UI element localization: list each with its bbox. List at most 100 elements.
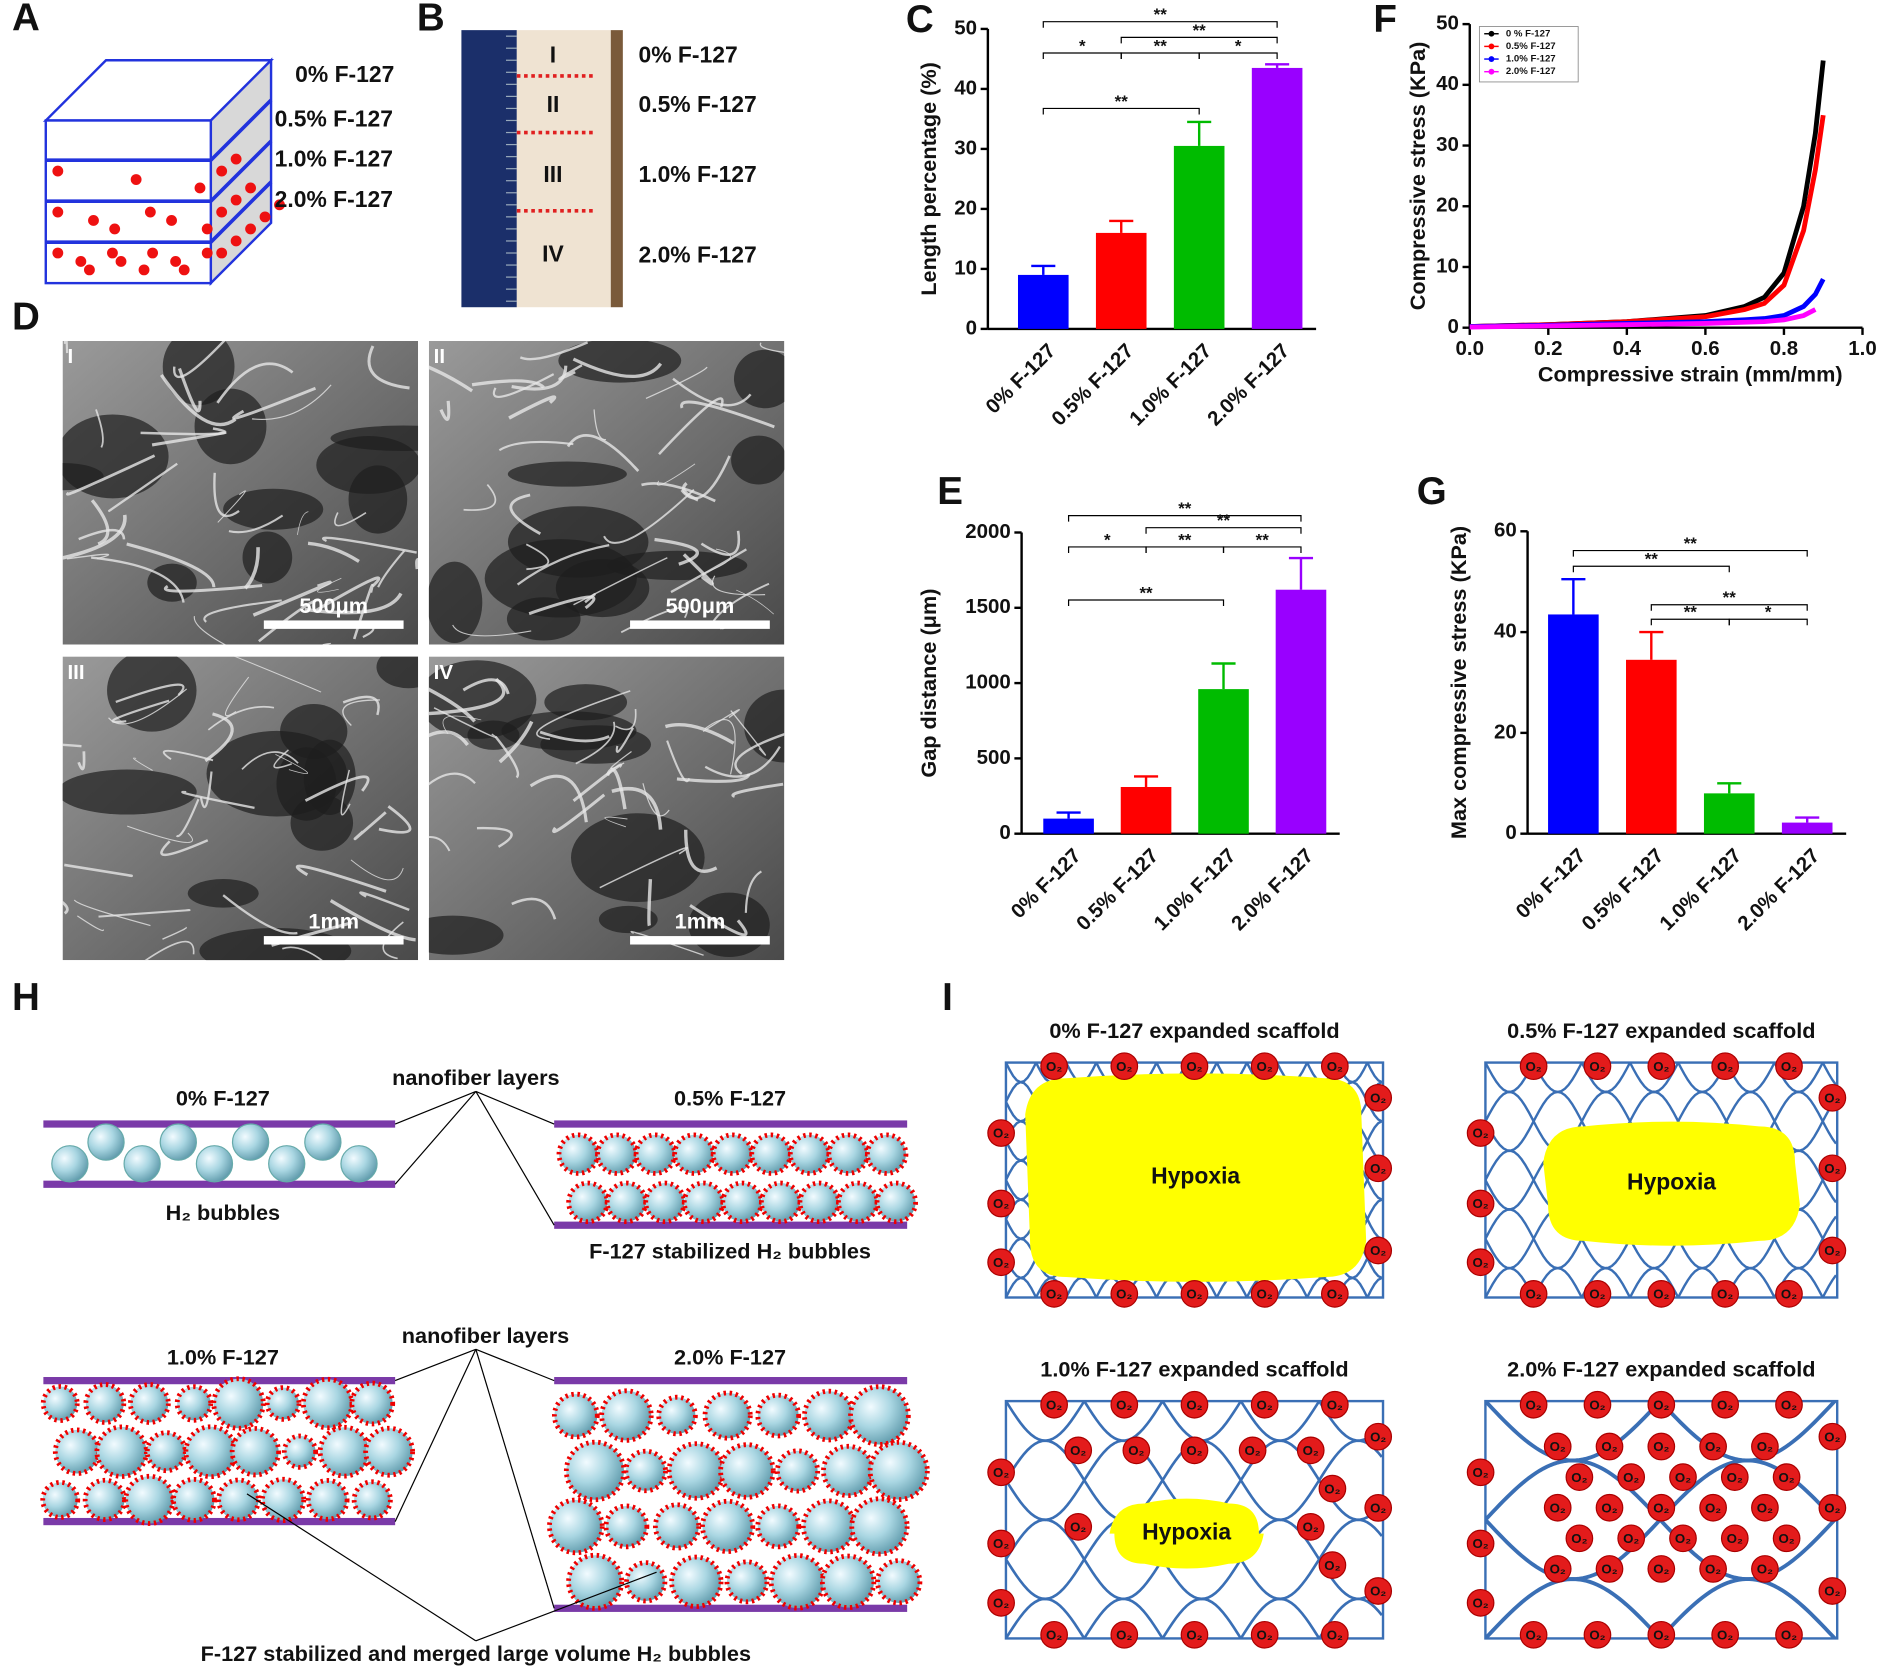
fiber <box>241 751 299 770</box>
mesh-line <box>1485 1062 1837 1094</box>
oxygen-label: O₂ <box>993 1596 1009 1611</box>
fiber <box>642 783 670 817</box>
bar <box>1095 232 1147 329</box>
oxygen-label: O₂ <box>1327 1397 1343 1412</box>
layers-label: nanofiber layers <box>392 1065 559 1090</box>
oxygen-label: O₂ <box>1257 1287 1273 1302</box>
oxygen-label: O₂ <box>1472 1255 1488 1270</box>
oxygen-label: O₂ <box>1046 1397 1062 1412</box>
hypoxia-label: Hypoxia <box>1142 1519 1231 1545</box>
oxygen <box>1543 1493 1572 1522</box>
oxygen <box>1583 1280 1612 1308</box>
bubble <box>159 1123 197 1161</box>
bubble <box>758 1180 803 1225</box>
oxygen <box>1250 1620 1279 1649</box>
caption: F-127 stabilized H₂ bubbles <box>589 1239 871 1264</box>
oxygen-label: O₂ <box>1472 1596 1488 1611</box>
oxygen-label: O₂ <box>1824 1501 1840 1516</box>
oxygen-label: O₂ <box>993 1536 1009 1551</box>
fiber <box>645 366 708 400</box>
oxygen-label: O₂ <box>1324 1558 1340 1573</box>
oxygen <box>1699 1432 1727 1461</box>
oxygen <box>1040 1390 1068 1419</box>
fiber <box>133 757 153 771</box>
fiber <box>641 482 716 503</box>
oxygen-label: O₂ <box>1550 1439 1566 1454</box>
fiber <box>111 699 170 724</box>
scale-bar <box>263 620 404 629</box>
fiber <box>91 556 185 603</box>
oxygen <box>1647 1280 1676 1308</box>
oxygen <box>1751 1493 1779 1522</box>
oxygen-label: O₂ <box>1653 1439 1669 1454</box>
bubble <box>595 1132 639 1176</box>
oxygen-label: O₂ <box>1705 1500 1721 1515</box>
oxygen <box>1296 1512 1325 1541</box>
oxygen <box>1543 1555 1572 1583</box>
oxygen <box>1250 1390 1279 1419</box>
fiber <box>428 687 476 723</box>
oxygen-label: O₂ <box>1757 1500 1773 1515</box>
scaffold-title: 2.0% F-127 expanded scaffold <box>1507 1357 1815 1382</box>
sem-texture <box>62 340 419 645</box>
section-label: I <box>550 42 556 68</box>
scaffold <box>516 30 611 308</box>
oxygen <box>1320 1052 1349 1081</box>
bar <box>1017 274 1069 329</box>
bubble <box>643 1180 687 1225</box>
fiber <box>222 894 298 935</box>
oxygen-label: O₂ <box>1186 1628 1202 1643</box>
oxygen-label: O₂ <box>1653 1397 1669 1412</box>
oxygen <box>1699 1555 1727 1583</box>
layer-label: 2.0% F-127 <box>275 186 393 212</box>
significance-bracket <box>1572 565 1730 573</box>
y-tick-label: 0 <box>966 316 977 339</box>
particle <box>147 247 159 259</box>
particle <box>52 165 64 177</box>
fiber <box>498 720 534 764</box>
scaffold-title: 0.5% F-127 expanded scaffold <box>1507 1018 1815 1043</box>
pore <box>62 414 169 499</box>
bar <box>1703 793 1755 834</box>
fiber <box>630 930 704 956</box>
bubble <box>229 1426 282 1478</box>
oxygen <box>1818 1236 1847 1265</box>
sem-image: II 500μm <box>428 340 785 645</box>
bubble <box>231 1123 270 1161</box>
x-tick-label: 0.6 <box>1691 337 1719 360</box>
oxygen <box>1364 1154 1393 1183</box>
fiber <box>415 557 419 570</box>
bubble <box>800 1498 857 1555</box>
oxygen-label: O₂ <box>1257 1397 1273 1412</box>
oxygen-label: O₂ <box>1186 1443 1202 1458</box>
y-tick-label: 40 <box>1494 619 1517 642</box>
fiber <box>689 904 748 937</box>
oxygen-label: O₂ <box>1589 1397 1605 1412</box>
bubble <box>552 1391 600 1440</box>
fiber <box>350 859 404 881</box>
bubble <box>874 1180 918 1225</box>
oxygen <box>1180 1390 1209 1419</box>
line-series <box>1469 307 1817 330</box>
pointer <box>475 1091 555 1226</box>
oxygen <box>1647 1432 1676 1461</box>
oxygen-label: O₂ <box>1675 1470 1691 1485</box>
significance-bracket <box>1067 515 1302 522</box>
oxygen-label: O₂ <box>1623 1531 1639 1546</box>
oxygen <box>1595 1432 1624 1461</box>
fiber <box>353 811 387 841</box>
pore <box>607 550 748 581</box>
fiber <box>682 553 714 586</box>
oxygen <box>1647 1052 1676 1081</box>
fiber <box>734 732 785 775</box>
oxygen <box>1466 1458 1495 1487</box>
bubble <box>123 1145 161 1183</box>
oxygen <box>1040 1620 1068 1649</box>
oxygen-label: O₂ <box>1370 1429 1386 1444</box>
x-tick-label: 0% F-127 <box>981 339 1060 418</box>
fiber <box>498 440 574 452</box>
fiber <box>297 511 309 536</box>
oxygen <box>1543 1432 1572 1461</box>
bubble <box>681 1180 726 1225</box>
